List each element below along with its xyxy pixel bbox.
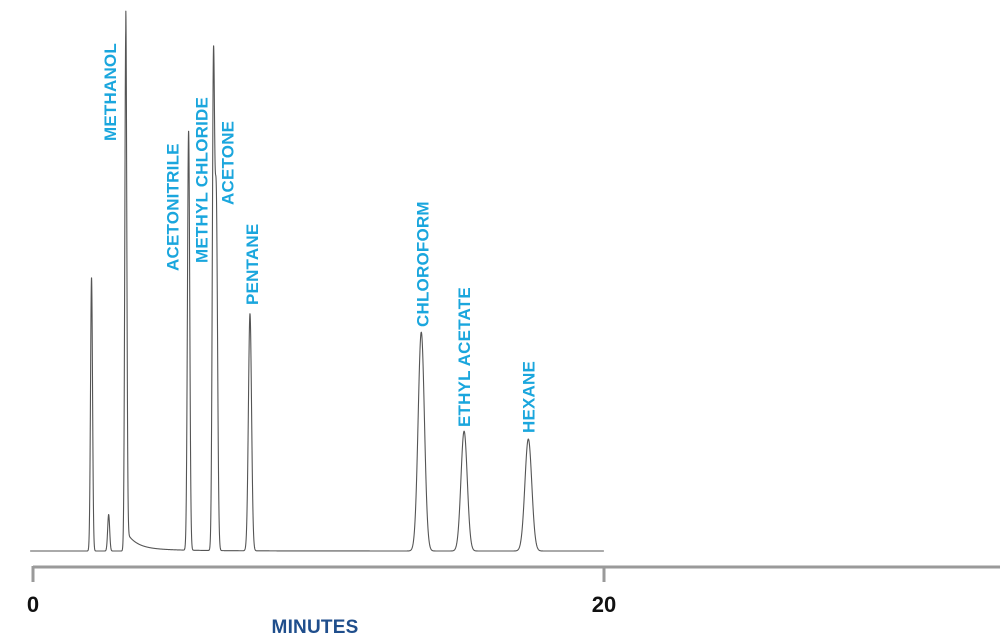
peak-label: ACETONE: [218, 121, 237, 205]
peak-label: METHYL CHLORIDE: [192, 97, 211, 263]
peak-label: ACETONITRILE: [164, 143, 183, 271]
x-tick-label: 20: [592, 592, 616, 617]
peak-label: CHLOROFORM: [413, 201, 432, 327]
peak-label: PENTANE: [243, 224, 262, 305]
peak-label: METHANOL: [101, 43, 120, 141]
peak-label: HEXANE: [519, 361, 538, 433]
peak-label-layer: METHANOL ACETONITRILE METHYL CHLORIDE ACETO…: [101, 43, 538, 433]
peak-label: ETHYL ACETATE: [455, 287, 474, 427]
chromatogram-trace: [29, 10, 605, 552]
x-tick-label: 0: [27, 592, 39, 617]
x-axis-label: MINUTES: [272, 617, 359, 638]
x-axis: 0 20: [27, 565, 1000, 617]
trace-layer: [29, 10, 605, 552]
